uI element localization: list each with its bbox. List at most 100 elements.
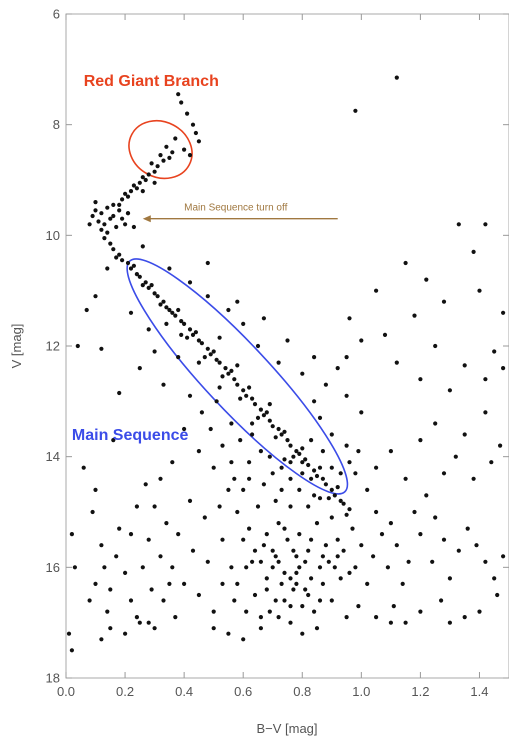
plot-frame (65, 13, 509, 679)
data-point (241, 637, 246, 642)
data-point (320, 476, 325, 481)
data-point (312, 493, 317, 498)
data-point (140, 244, 145, 249)
data-point (182, 321, 187, 326)
data-point (477, 609, 482, 614)
data-point (267, 418, 272, 423)
data-point (196, 449, 201, 454)
data-point (111, 438, 116, 443)
data-point (344, 443, 349, 448)
data-point (66, 631, 72, 636)
data-point (208, 426, 213, 432)
data-point (193, 130, 198, 136)
data-point (335, 366, 340, 371)
data-point (314, 521, 320, 526)
data-point (108, 216, 113, 221)
data-point (288, 460, 293, 465)
data-point (326, 559, 331, 564)
data-point (199, 410, 204, 415)
data-point (294, 449, 299, 454)
data-point (187, 280, 193, 285)
data-point (93, 487, 98, 492)
data-point (117, 526, 122, 531)
data-point (332, 565, 337, 570)
data-point (220, 443, 225, 448)
data-point (317, 465, 323, 470)
data-point (276, 615, 281, 620)
data-point (205, 260, 210, 266)
data-point (111, 202, 116, 207)
data-point (306, 462, 311, 468)
data-point (474, 543, 479, 548)
data-point (306, 592, 311, 598)
data-point (353, 108, 358, 113)
data-point (241, 321, 246, 326)
data-point (93, 208, 98, 213)
data-point (114, 554, 119, 559)
data-point (276, 559, 281, 564)
y-tick-label: 14 (46, 449, 60, 464)
data-point (108, 587, 113, 592)
data-point (353, 565, 358, 570)
data-point (123, 222, 128, 227)
data-point (453, 454, 458, 459)
y-tick-label: 12 (46, 339, 60, 354)
data-point (235, 363, 240, 368)
data-point (149, 161, 154, 166)
data-point (87, 598, 92, 603)
data-point (143, 482, 148, 487)
data-point (226, 487, 231, 492)
data-point (238, 438, 243, 443)
x-tick-label: 1.0 (352, 684, 370, 699)
annotation-layer: Red Giant Branch Main Sequence turn off Ma… (72, 73, 288, 444)
data-point (388, 449, 393, 454)
data-point (105, 205, 110, 210)
data-point (267, 609, 272, 614)
data-point (140, 175, 145, 180)
data-point (317, 415, 323, 420)
data-point (374, 509, 379, 515)
data-point (102, 222, 107, 227)
data-point (146, 285, 151, 290)
data-point (226, 371, 231, 376)
x-tick-label: 0.4 (175, 684, 193, 699)
data-point (418, 438, 423, 443)
data-point (385, 565, 390, 570)
data-point (447, 576, 452, 581)
data-point (199, 341, 204, 346)
turnoff-label: Main Sequence turn off (184, 202, 287, 213)
data-point (179, 100, 184, 105)
data-point (394, 543, 399, 548)
data-point (258, 559, 263, 564)
data-point (359, 543, 364, 548)
data-point (365, 581, 370, 587)
data-point (288, 620, 293, 625)
data-point (158, 153, 163, 158)
data-point (433, 421, 438, 426)
data-point (143, 280, 148, 285)
data-point (483, 410, 488, 415)
data-point (403, 260, 408, 266)
data-point (276, 360, 281, 365)
data-point (374, 465, 379, 470)
data-point (279, 465, 284, 470)
data-point (90, 509, 95, 515)
data-point (128, 189, 134, 194)
data-point (131, 224, 136, 230)
data-point (232, 598, 237, 603)
data-point (69, 532, 74, 537)
data-point (261, 482, 266, 487)
data-point (288, 443, 293, 448)
data-point (359, 338, 364, 343)
data-point (495, 592, 500, 598)
data-point (173, 313, 178, 318)
data-point (117, 202, 122, 207)
x-tick-label: 0.0 (57, 684, 75, 699)
data-point (158, 476, 163, 481)
data-point (250, 421, 255, 426)
data-point (235, 299, 240, 304)
data-point (161, 158, 166, 163)
data-point (400, 581, 405, 587)
data-point (255, 504, 261, 509)
data-point (323, 482, 328, 487)
